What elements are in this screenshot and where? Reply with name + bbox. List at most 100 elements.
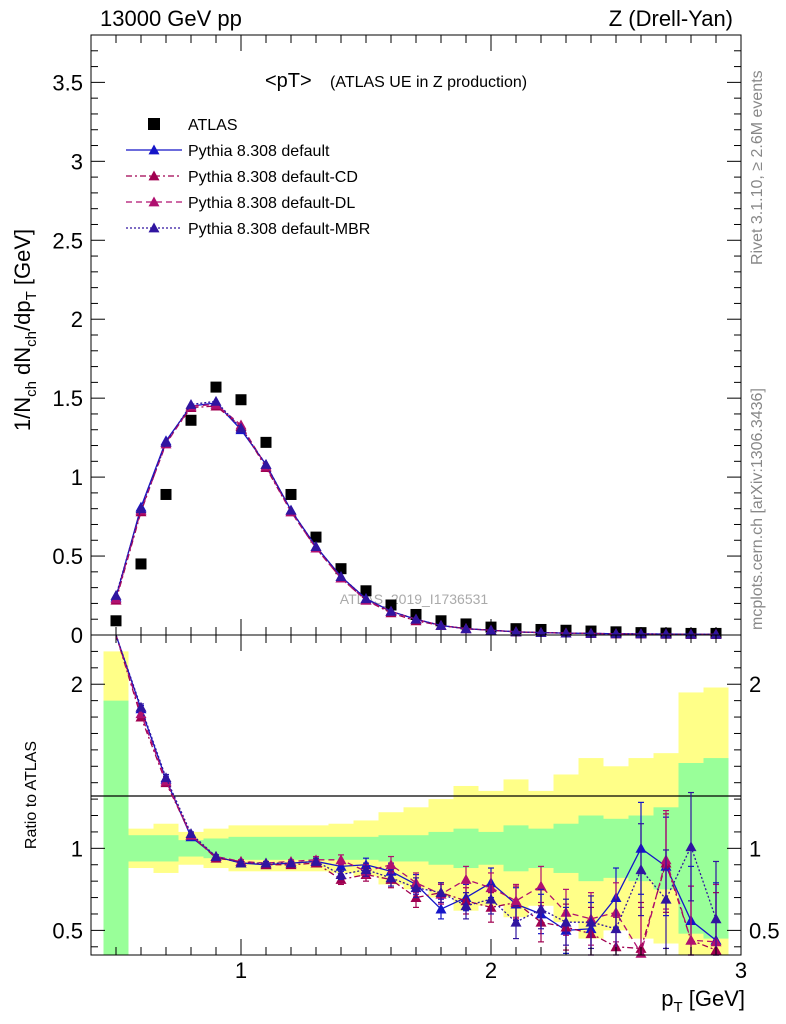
series-marker-main [510, 626, 522, 637]
mcplots-label: mcplots.cern.ch [arXiv:1306.3436] [749, 388, 766, 630]
series-marker-ratio [510, 895, 522, 906]
series-marker-main [310, 541, 322, 551]
ratio-band-inner [253, 836, 279, 860]
atlas-marker [285, 488, 297, 500]
series-marker-main [710, 628, 722, 639]
header-left: 13000 GeV pp [100, 6, 242, 31]
ratio-band-inner [303, 836, 329, 860]
y-tick-label-ratio: 2 [71, 672, 83, 697]
ratio-band-inner [503, 825, 529, 872]
ratio-panel: 0.5 0.5 1 1 2 2 1 2 3 [52, 634, 780, 983]
ratio-band-inner [453, 828, 479, 869]
rivet-label: Rivet 3.1.10, ≥ 2.6M events [749, 70, 766, 265]
series-marker-main [135, 503, 147, 514]
series-marker-main [385, 605, 397, 616]
legend-atlas-marker [148, 118, 160, 130]
atlas-marker [260, 436, 272, 448]
y-tick-label-main: 2.5 [52, 228, 83, 253]
series-marker-ratio [460, 900, 472, 911]
x-tick-label: 1 [235, 958, 247, 983]
y-tick-label-main: 2 [71, 307, 83, 332]
xlabel: pT [GeV] [661, 986, 745, 1016]
legend-label: Pythia 8.308 default-DL [188, 195, 355, 212]
y-tick-label-main: 1.5 [52, 386, 83, 411]
series-marker-main [335, 571, 347, 581]
ratio-band-inner [278, 836, 304, 860]
series-marker-main [410, 613, 422, 624]
series-marker-ratio [685, 934, 697, 945]
atlas-marker [310, 531, 322, 543]
ratio-band-inner [353, 836, 379, 860]
ratio-band-inner [528, 828, 554, 869]
series-marker-ratio [535, 880, 547, 891]
legend-label: Pythia 8.308 default [188, 143, 330, 160]
ratio-band-inner [328, 836, 354, 860]
y-tick-label-main: 1 [71, 465, 83, 490]
series-marker-main [160, 436, 172, 447]
legend-marker [148, 222, 160, 233]
svg-text:1/Nch dNch/dpT [GeV]: 1/Nch dNch/dpT [GeV] [10, 229, 40, 431]
series-marker-ratio [160, 772, 172, 783]
atlas-marker [235, 394, 247, 406]
x-tick-label: 2 [485, 958, 497, 983]
y-tick-label-ratio-right: 2 [749, 672, 761, 697]
plot-title: <pT> [265, 70, 312, 92]
series-marker-main [435, 620, 447, 630]
atlas-marker [110, 615, 122, 627]
atlas-marker [335, 563, 347, 575]
ylabel-ratio: Ratio to ATLAS [23, 741, 40, 849]
x-tick-label: 3 [735, 958, 747, 983]
series-marker-ratio [335, 854, 347, 865]
series-marker-ratio [435, 903, 447, 914]
series-marker-ratio [710, 913, 722, 924]
series-marker-main [210, 395, 222, 406]
series-marker-ratio [360, 864, 372, 875]
watermark: ATLAS_2019_I1736531 [340, 591, 489, 607]
ylabel-main: 1/Nch dNch/dpT [GeV] [10, 229, 40, 431]
atlas-marker [185, 414, 197, 426]
plot-subtitle: (ATLAS UE in Z production) [330, 74, 527, 91]
legend-label: Pythia 8.308 default-CD [188, 169, 358, 186]
y-tick-label-ratio-right: 1 [749, 836, 761, 861]
series-marker-ratio [560, 916, 572, 927]
series-marker-ratio [260, 857, 272, 868]
ratio-band-inner [128, 835, 154, 862]
atlas-marker [160, 488, 172, 500]
series-marker-main [460, 623, 472, 634]
series-marker-ratio [335, 860, 347, 871]
atlas-marker [135, 558, 147, 570]
y-tick-label-ratio: 0.5 [52, 918, 83, 943]
y-tick-label-main: 0 [71, 623, 83, 648]
series-marker-ratio [210, 851, 222, 861]
series-marker-main [635, 628, 647, 639]
series-marker-ratio [310, 855, 322, 866]
series-marker-main [235, 422, 247, 433]
ratio-band-inner [553, 823, 579, 873]
series-marker-ratio [335, 869, 347, 879]
ratio-band-inner [403, 835, 429, 862]
legend-marker [148, 196, 160, 207]
legend-label: ATLAS [188, 117, 238, 134]
series-marker-main [685, 628, 697, 639]
series-marker-ratio [385, 872, 397, 883]
series-marker-ratio [135, 701, 147, 712]
series-marker-ratio [410, 882, 422, 893]
y-tick-label-main: 3 [71, 149, 83, 174]
series-marker-ratio [610, 923, 622, 934]
ratio-band-inner [428, 831, 454, 865]
series-marker-main [485, 624, 497, 635]
series-marker-ratio [535, 903, 547, 914]
atlas-marker [385, 599, 397, 611]
y-tick-label-main: 3.5 [52, 70, 83, 95]
main-panel: <pT> (ATLAS UE in Z production) ATLAS_20… [52, 34, 742, 648]
ratio-band-inner [153, 835, 179, 862]
ratio-band-inner [228, 836, 254, 860]
header-right: Z (Drell-Yan) [609, 6, 733, 31]
atlas-marker [210, 381, 222, 393]
svg-text:pT [GeV]: pT [GeV] [661, 986, 745, 1016]
series-marker-ratio [435, 887, 447, 898]
series-marker-ratio [510, 916, 522, 927]
series-marker-ratio [660, 893, 672, 904]
ratio-band-inner [578, 815, 604, 882]
